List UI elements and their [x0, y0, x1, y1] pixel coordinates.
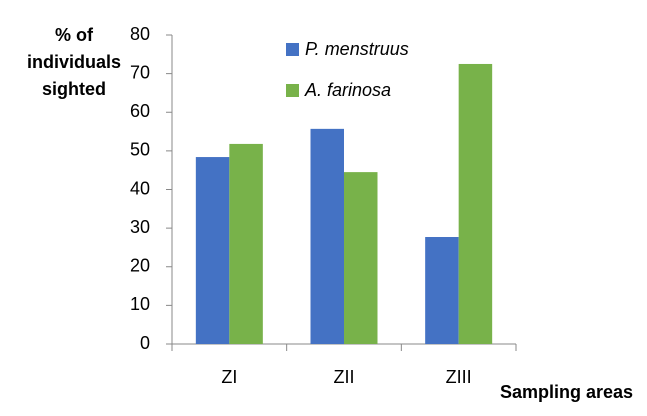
x-tick-label: ZIII	[446, 367, 472, 387]
y-tick-label: 30	[130, 217, 150, 237]
y-tick-label: 10	[130, 294, 150, 314]
x-tick-label: ZI	[221, 367, 237, 387]
y-tick-label: 40	[130, 178, 150, 198]
legend-label: A. farinosa	[304, 80, 391, 100]
y-tick-label: 70	[130, 62, 150, 82]
y-tick-label: 80	[130, 24, 150, 44]
y-axis-label: % of individuals sighted	[26, 25, 122, 99]
bar	[344, 172, 378, 344]
legend-swatch	[286, 43, 299, 56]
legend-label: P. menstruus	[305, 39, 409, 59]
legend-swatch	[286, 84, 299, 97]
y-tick-label: 20	[130, 256, 150, 276]
y-tick-label: 60	[130, 101, 150, 121]
bar	[195, 157, 230, 344]
bar	[425, 237, 459, 344]
x-tick-label: ZII	[334, 367, 355, 387]
bar	[458, 63, 493, 344]
bar	[310, 128, 344, 344]
bar	[229, 143, 263, 344]
y-tick-label: 50	[130, 140, 150, 160]
y-tick-label: 0	[140, 333, 150, 353]
x-axis-label: Sampling areas	[500, 382, 633, 402]
